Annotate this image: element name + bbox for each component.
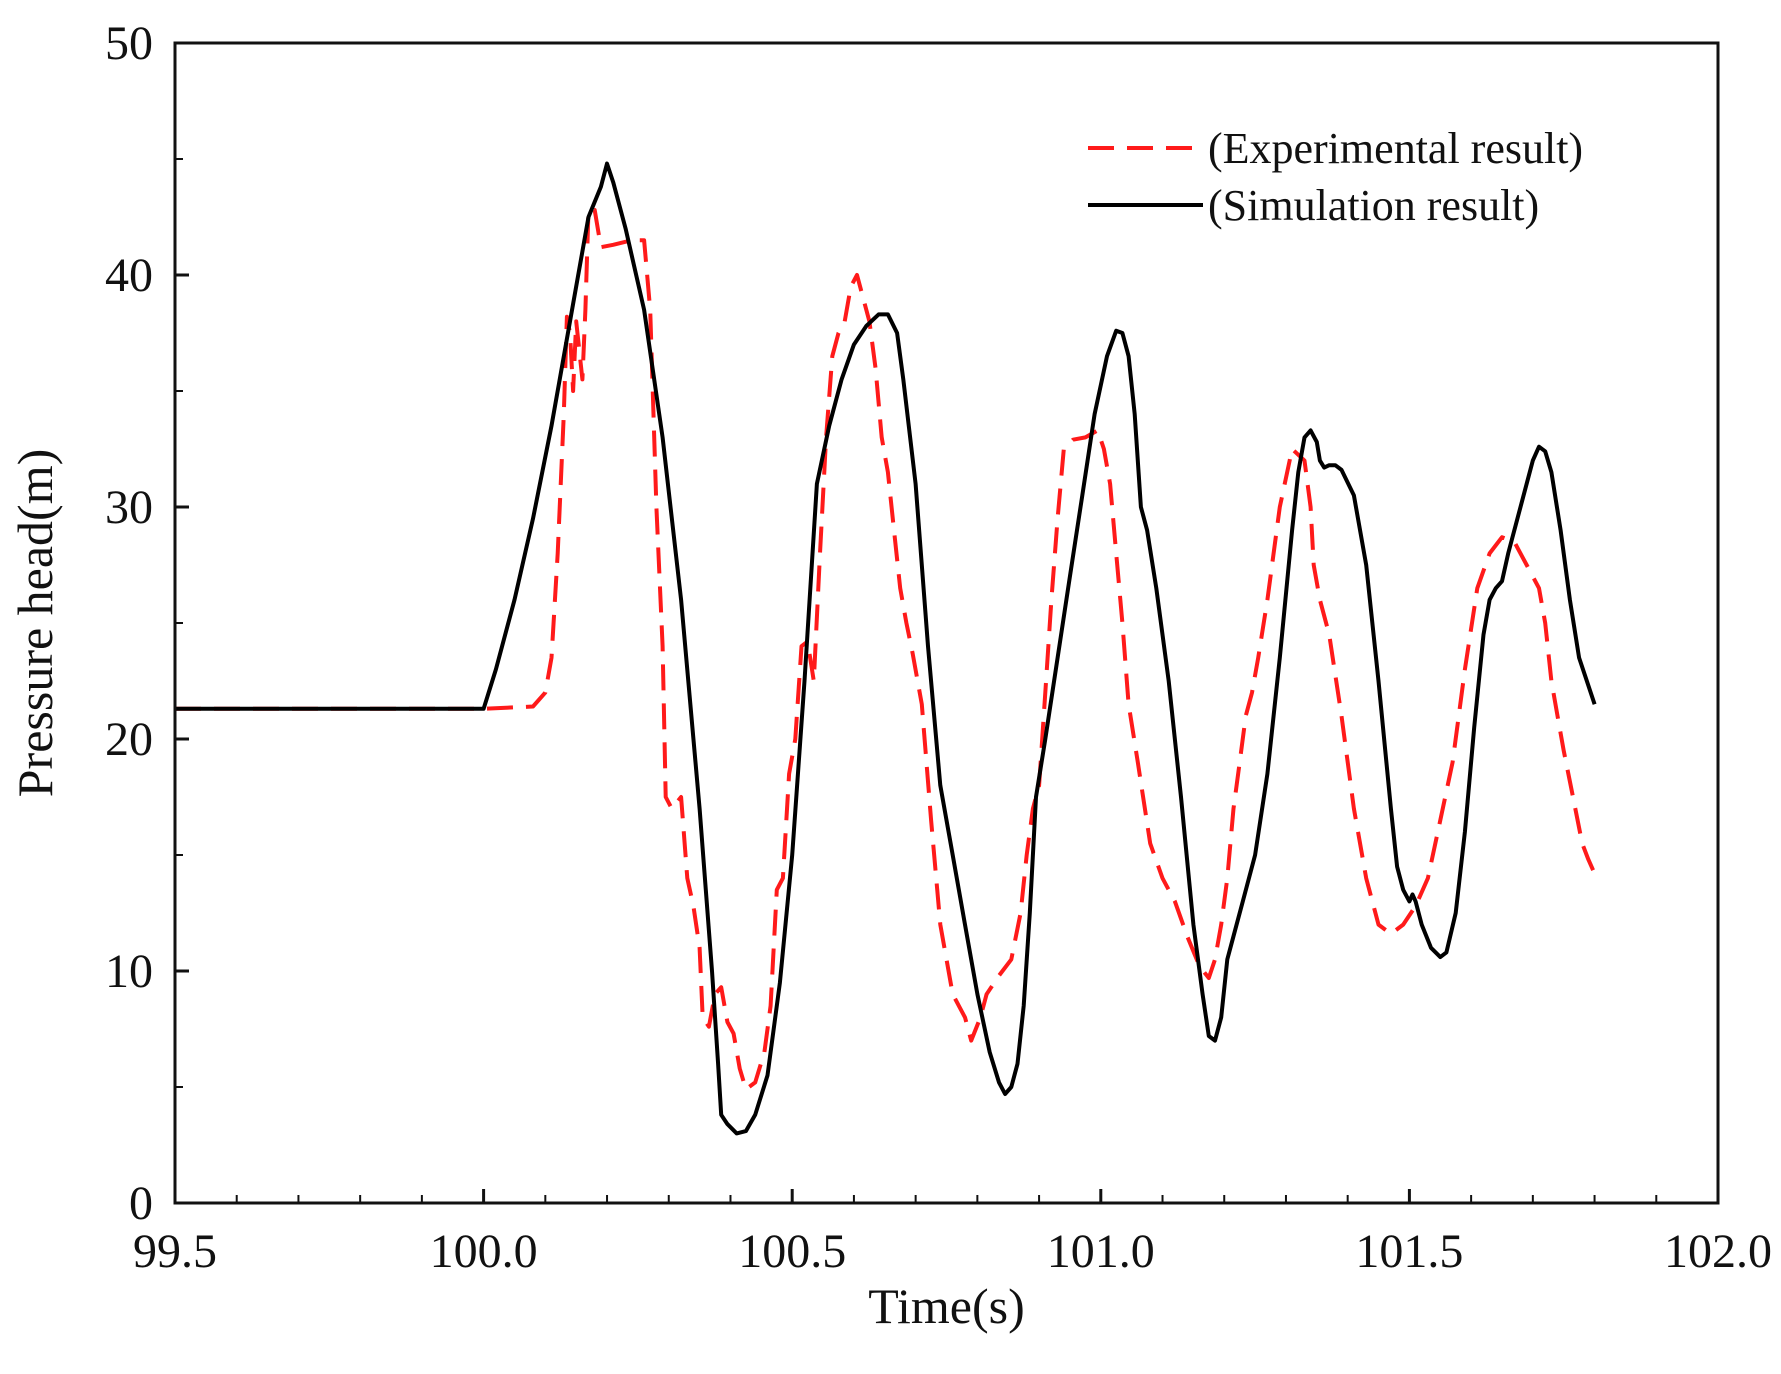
series-line-simulation <box>175 161 1597 1136</box>
x-axis-title: Time(s) <box>868 1278 1025 1334</box>
x-tick-label: 101.0 <box>1047 1225 1155 1278</box>
x-tick-label: 100.0 <box>430 1225 538 1278</box>
legend: (Experimental result) (Simulation result… <box>1088 124 1583 230</box>
series-line-experimental <box>175 208 1597 1092</box>
x-tick-label: 102.0 <box>1664 1225 1772 1278</box>
y-tick-label: 10 <box>105 945 153 998</box>
ticks-layer: 99.5 100.0 100.5 101.0 101.5 102.0 0 10 20 30 40 50 <box>105 17 1772 1278</box>
legend-label-experimental: (Experimental result) <box>1208 124 1583 173</box>
y-tick-label: 0 <box>129 1177 153 1230</box>
y-tick-label: 40 <box>105 249 153 302</box>
y-tick-label: 20 <box>105 713 153 766</box>
legend-label-simulation: (Simulation result) <box>1208 181 1539 230</box>
y-tick-label: 30 <box>105 481 153 534</box>
series-layer <box>175 161 1597 1136</box>
y-tick-label: 50 <box>105 17 153 70</box>
x-tick-label: 99.5 <box>133 1225 217 1278</box>
y-axis-title: Pressure head(m) <box>7 449 63 798</box>
x-tick-label: 101.5 <box>1355 1225 1463 1278</box>
x-tick-label: 100.5 <box>738 1225 846 1278</box>
